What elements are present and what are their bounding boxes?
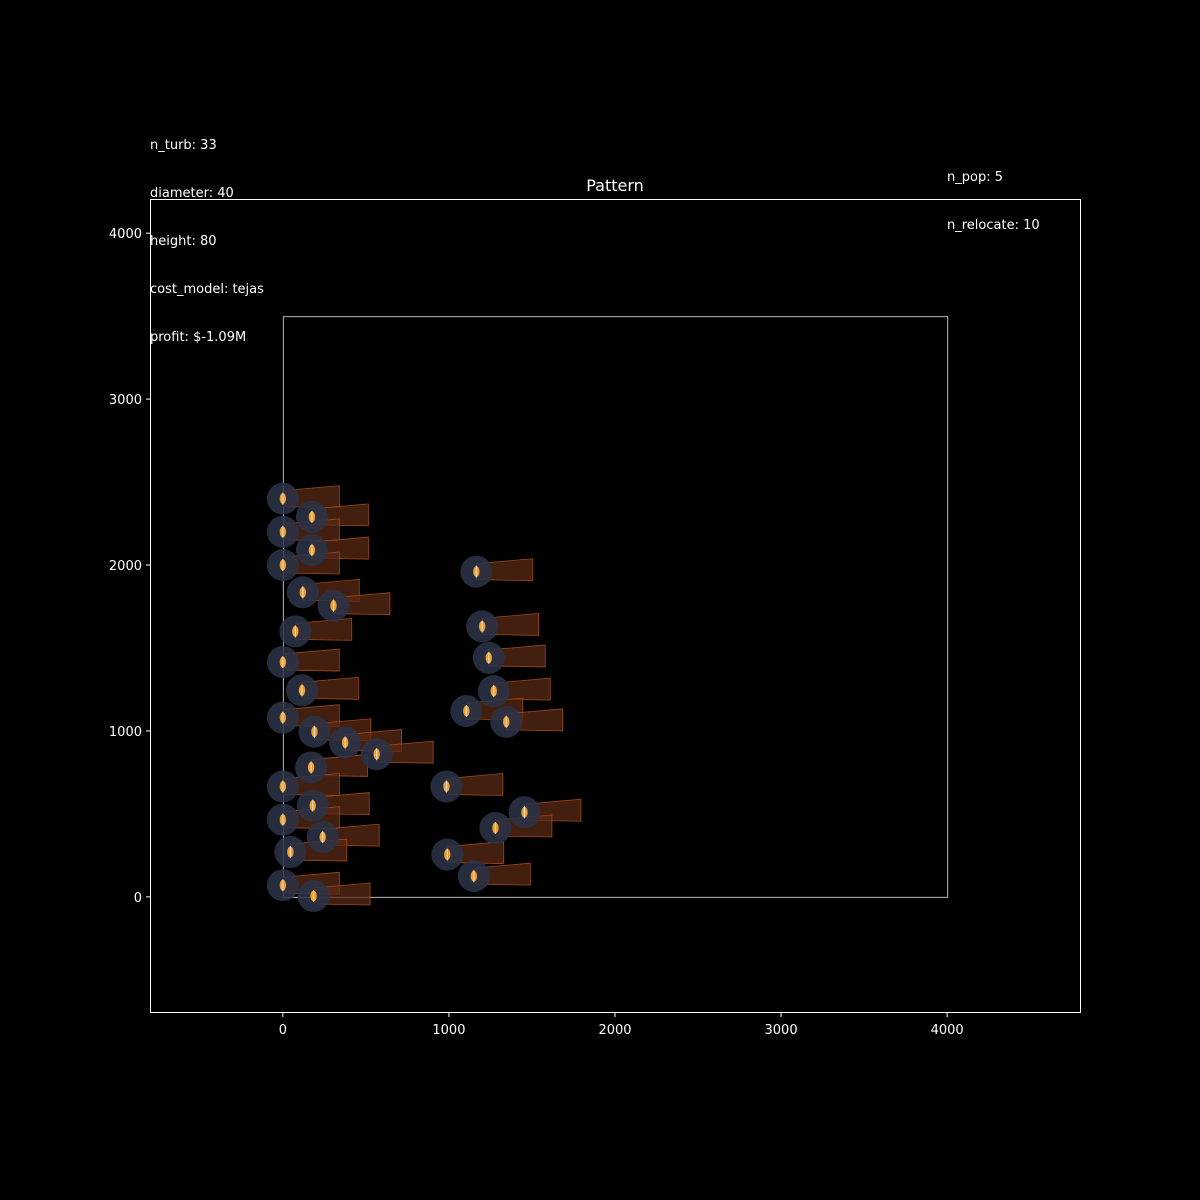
y-tick-label: 1000	[109, 725, 142, 740]
y-tick-label: 2000	[109, 559, 142, 574]
info-cost-model: cost_model: tejas	[150, 282, 264, 297]
site-boundary	[282, 316, 949, 898]
x-tick-label: 2000	[598, 1023, 631, 1038]
info-n-relocate: n_relocate: 10	[947, 218, 1040, 233]
info-n-pop: n_pop: 5	[947, 170, 1003, 185]
plot-area-frame	[150, 199, 1081, 1013]
info-diameter: diameter: 40	[150, 186, 234, 201]
x-tick-label: 4000	[931, 1023, 964, 1038]
x-tick-label: 3000	[765, 1023, 798, 1038]
y-tick-label: 0	[134, 891, 142, 906]
y-tick-label: 3000	[109, 393, 142, 408]
info-profit: profit: $-1.09M	[150, 330, 247, 345]
y-tick-label: 4000	[109, 227, 142, 242]
x-tick-label: 0	[279, 1023, 287, 1038]
chart-title: Pattern	[586, 176, 644, 195]
info-height: height: 80	[150, 234, 217, 249]
run-info-left: n_turb: 33 diameter: 40 height: 80 cost_…	[150, 106, 264, 362]
x-tick-label: 1000	[432, 1023, 465, 1038]
info-n-turb: n_turb: 33	[150, 138, 217, 153]
run-info-right: n_pop: 5 n_relocate: 10	[947, 138, 1040, 250]
